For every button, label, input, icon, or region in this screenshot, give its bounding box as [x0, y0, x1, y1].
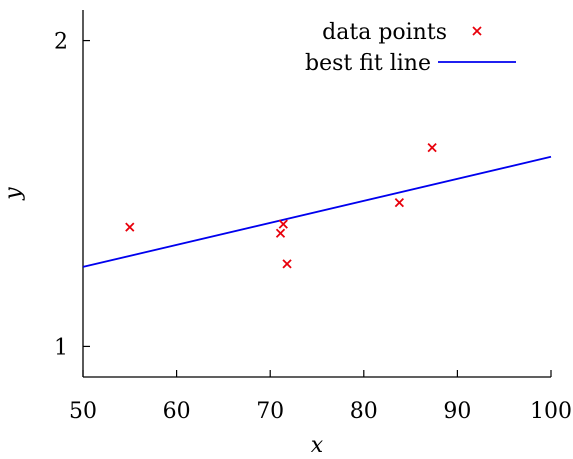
y-tick-label: 1: [54, 335, 68, 360]
series-points: [125, 142, 437, 269]
legend-marker-data-points: [472, 26, 482, 36]
axes: [82, 10, 551, 378]
x-axis-label: x: [311, 433, 324, 458]
legend-x-marker: [472, 26, 482, 36]
data-point: [427, 142, 437, 153]
x-tick-label: 100: [530, 399, 572, 424]
y-axis-label: y: [1, 187, 26, 201]
ticks: 50 60 70 80 90 100 1 2: [54, 30, 572, 424]
data-point: [394, 198, 405, 208]
x-tick-label: 80: [350, 399, 378, 424]
x-tick-label: 90: [443, 399, 471, 424]
series-line: [82, 155, 552, 268]
x-tick-label: 60: [163, 399, 191, 424]
legend-label-best-fit-line: best fit line: [305, 51, 431, 76]
legend-label-data-points: data points: [322, 20, 447, 45]
x-tick-label: 50: [69, 399, 97, 424]
data-point: [125, 222, 135, 232]
data-point: [275, 228, 286, 238]
best-fit-line: [82, 155, 552, 268]
data-point: [278, 219, 288, 229]
x-tick-label: 70: [256, 399, 284, 424]
y-tick-label: 2: [54, 30, 68, 55]
legend: data points best fit line: [305, 20, 516, 76]
data-point: [282, 259, 292, 269]
